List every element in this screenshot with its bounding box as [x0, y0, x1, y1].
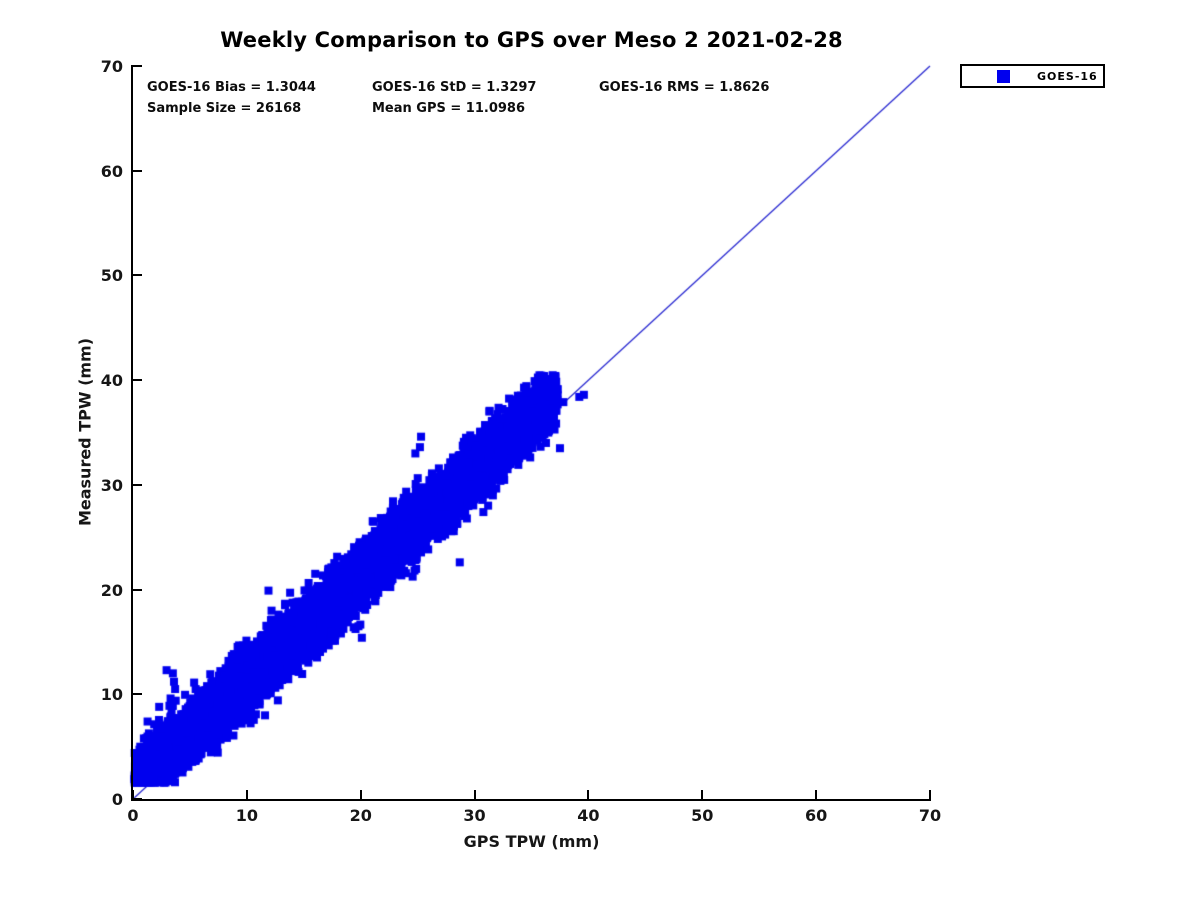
- y-tick-mark: [133, 483, 142, 486]
- stat-rms: GOES-16 RMS = 1.8626: [599, 80, 770, 95]
- y-tick-mark: [133, 65, 142, 67]
- x-tick-mark: [473, 790, 476, 799]
- y-tick-mark: [133, 169, 142, 172]
- y-tick-label: 60: [100, 161, 123, 181]
- y-tick-mark: [133, 274, 142, 277]
- x-tick-label: 30: [463, 806, 486, 825]
- y-tick-label: 50: [100, 266, 123, 286]
- x-tick-mark: [245, 790, 248, 799]
- legend-marker-square-icon: [997, 69, 1010, 83]
- x-axis-label: GPS TPW (mm): [463, 832, 600, 851]
- legend: GOES-16: [960, 64, 1105, 88]
- x-tick-label: 20: [349, 806, 372, 825]
- x-tick-mark: [815, 790, 818, 799]
- y-tick-mark: [133, 588, 142, 591]
- x-tick-label: 70: [918, 806, 942, 825]
- y-axis-spine: [131, 65, 133, 801]
- y-tick-label: 20: [100, 580, 123, 600]
- y-tick-label: 10: [100, 685, 123, 705]
- x-axis-spine: [131, 799, 931, 801]
- y-tick-label: 0: [111, 790, 123, 809]
- y-tick-label: 30: [100, 475, 123, 495]
- stat-sample-size: Sample Size = 26168: [147, 101, 302, 116]
- stat-mean-gps: Mean GPS = 11.0986: [372, 101, 526, 116]
- y-tick-mark: [133, 798, 142, 800]
- chart-title: Weekly Comparison to GPS over Meso 2 202…: [220, 28, 843, 52]
- x-tick-label: 60: [805, 806, 828, 825]
- x-tick-label: 50: [691, 806, 714, 825]
- x-tick-mark: [587, 790, 590, 799]
- y-tick-label: 70: [100, 57, 123, 76]
- x-tick-mark: [132, 790, 134, 799]
- x-tick-mark: [359, 790, 362, 799]
- y-tick-label: 40: [100, 371, 123, 391]
- x-tick-mark: [929, 790, 931, 799]
- legend-label-goes16: GOES-16: [1037, 69, 1098, 83]
- x-tick-label: 10: [235, 806, 258, 825]
- x-tick-mark: [701, 790, 704, 799]
- y-tick-mark: [133, 693, 142, 696]
- stat-bias: GOES-16 Bias = 1.3044: [147, 80, 316, 95]
- y-tick-mark: [133, 379, 142, 382]
- stat-std: GOES-16 StD = 1.3297: [372, 80, 537, 95]
- y-axis-label: Measured TPW (mm): [75, 337, 95, 527]
- x-tick-label: 40: [577, 806, 600, 825]
- x-tick-label: 0: [127, 806, 139, 825]
